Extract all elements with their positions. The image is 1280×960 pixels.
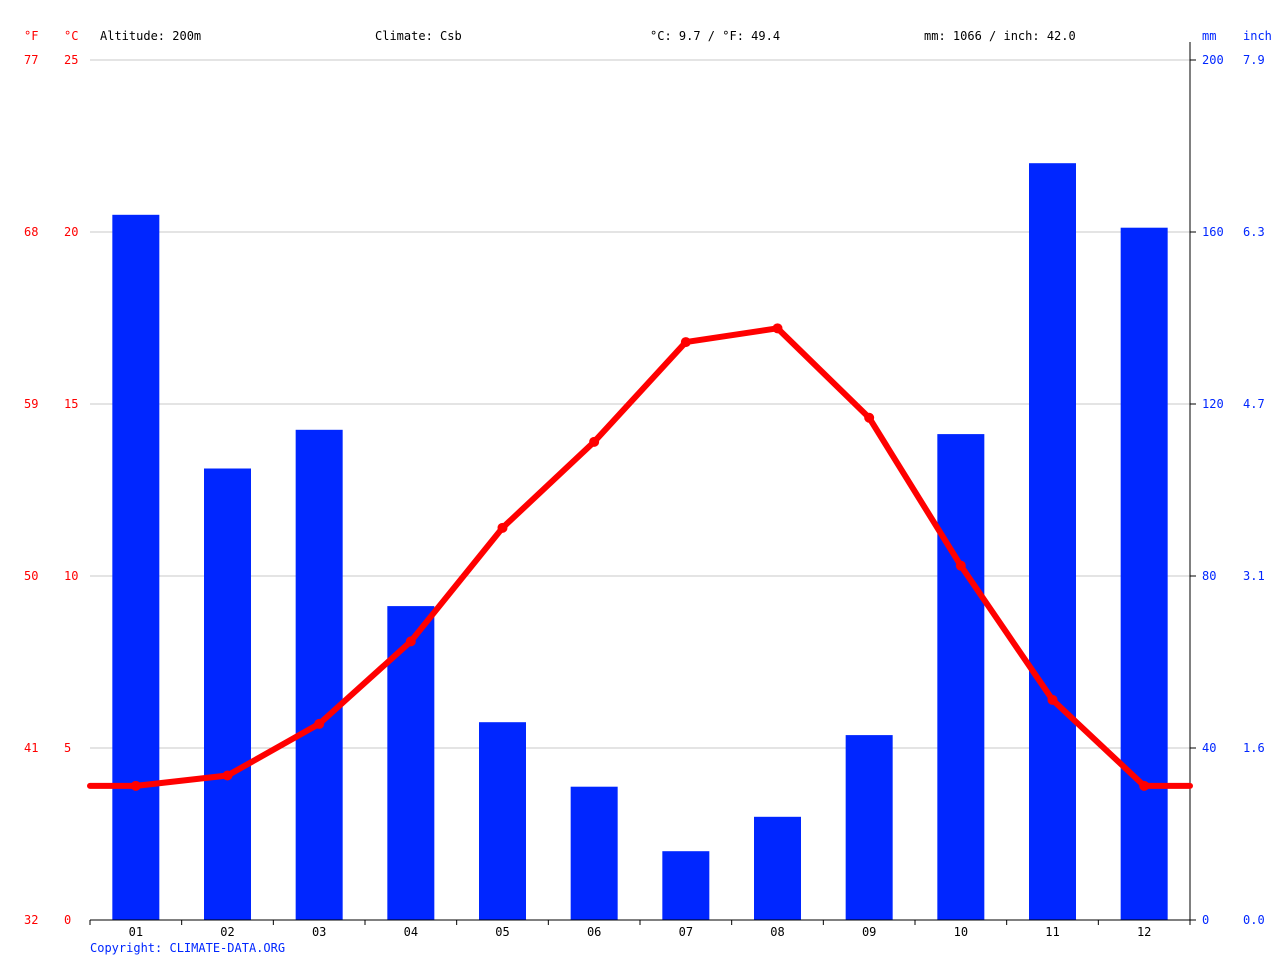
copyright-link[interactable]: Copyright: CLIMATE-DATA.ORG <box>90 941 285 955</box>
precipitation-total-label: mm: 1066 / inch: 42.0 <box>924 29 1076 43</box>
tick-label-mm: 120 <box>1202 397 1224 411</box>
precipitation-bar <box>845 735 893 920</box>
average-temperature-label: °C: 9.7 / °F: 49.4 <box>650 29 780 43</box>
temperature-point <box>222 770 233 781</box>
tick-label-celsius: 0 <box>64 913 71 927</box>
precipitation-bar <box>295 429 343 920</box>
temperature-point <box>589 436 600 447</box>
tick-label-mm: 80 <box>1202 569 1216 583</box>
month-label: 04 <box>404 925 418 939</box>
tick-label-celsius: 15 <box>64 397 78 411</box>
tick-label-inch: 4.7 <box>1243 397 1265 411</box>
month-label: 06 <box>587 925 601 939</box>
precipitation-bar <box>662 851 710 920</box>
precipitation-bars <box>112 163 1168 921</box>
temperature-point <box>1047 694 1058 705</box>
axes <box>89 42 1196 925</box>
tick-label-celsius: 10 <box>64 569 78 583</box>
celsius-unit-label: °C <box>64 29 78 43</box>
temperature-point <box>772 323 783 334</box>
temperature-point <box>497 522 508 533</box>
temperature-point <box>130 780 141 791</box>
tick-label-inch: 1.6 <box>1243 741 1265 755</box>
month-label: 12 <box>1137 925 1151 939</box>
month-label: 11 <box>1045 925 1059 939</box>
mm-unit-label: mm <box>1202 29 1216 43</box>
precipitation-bar <box>937 434 985 920</box>
tick-label-fahrenheit: 32 <box>24 913 38 927</box>
precipitation-bar <box>570 786 618 920</box>
temperature-point <box>314 718 325 729</box>
tick-label-inch: 0.0 <box>1243 913 1265 927</box>
temperature-point <box>955 560 966 571</box>
precipitation-bar <box>754 816 801 920</box>
month-label: 09 <box>862 925 876 939</box>
temperature-point <box>1139 780 1150 791</box>
tick-label-mm: 40 <box>1202 741 1216 755</box>
temperature-point <box>864 412 875 423</box>
precipitation-bar <box>1120 227 1168 920</box>
inch-unit-label: inch <box>1243 29 1272 43</box>
tick-label-celsius: 5 <box>64 741 71 755</box>
precipitation-bar <box>112 214 160 921</box>
tick-label-celsius: 25 <box>64 53 78 67</box>
altitude-label: Altitude: 200m <box>100 29 201 43</box>
tick-label-inch: 3.1 <box>1243 569 1265 583</box>
fahrenheit-unit-label: °F <box>24 29 38 43</box>
temperature-point <box>680 337 691 348</box>
month-label: 02 <box>220 925 234 939</box>
month-label: 08 <box>770 925 784 939</box>
tick-label-mm: 0 <box>1202 913 1209 927</box>
tick-label-inch: 6.3 <box>1243 225 1265 239</box>
tick-label-fahrenheit: 77 <box>24 53 38 67</box>
temperature-point <box>405 636 416 647</box>
tick-label-mm: 200 <box>1202 53 1224 67</box>
month-label: 01 <box>129 925 143 939</box>
tick-label-mm: 160 <box>1202 225 1224 239</box>
month-label: 07 <box>679 925 693 939</box>
precipitation-bar <box>204 468 251 920</box>
temperature-line <box>87 323 1193 791</box>
grid-lines <box>90 59 1190 749</box>
precipitation-bar <box>479 722 526 920</box>
month-label: 05 <box>495 925 509 939</box>
precipitation-bar <box>1029 163 1076 920</box>
month-label: 03 <box>312 925 326 939</box>
tick-label-fahrenheit: 68 <box>24 225 38 239</box>
temperature-line-path <box>87 325 1193 789</box>
tick-label-fahrenheit: 50 <box>24 569 38 583</box>
tick-label-inch: 7.9 <box>1243 53 1265 67</box>
month-label: 10 <box>954 925 968 939</box>
climate-label: Climate: Csb <box>375 29 462 43</box>
tick-label-celsius: 20 <box>64 225 78 239</box>
tick-label-fahrenheit: 41 <box>24 741 38 755</box>
tick-label-fahrenheit: 59 <box>24 397 38 411</box>
